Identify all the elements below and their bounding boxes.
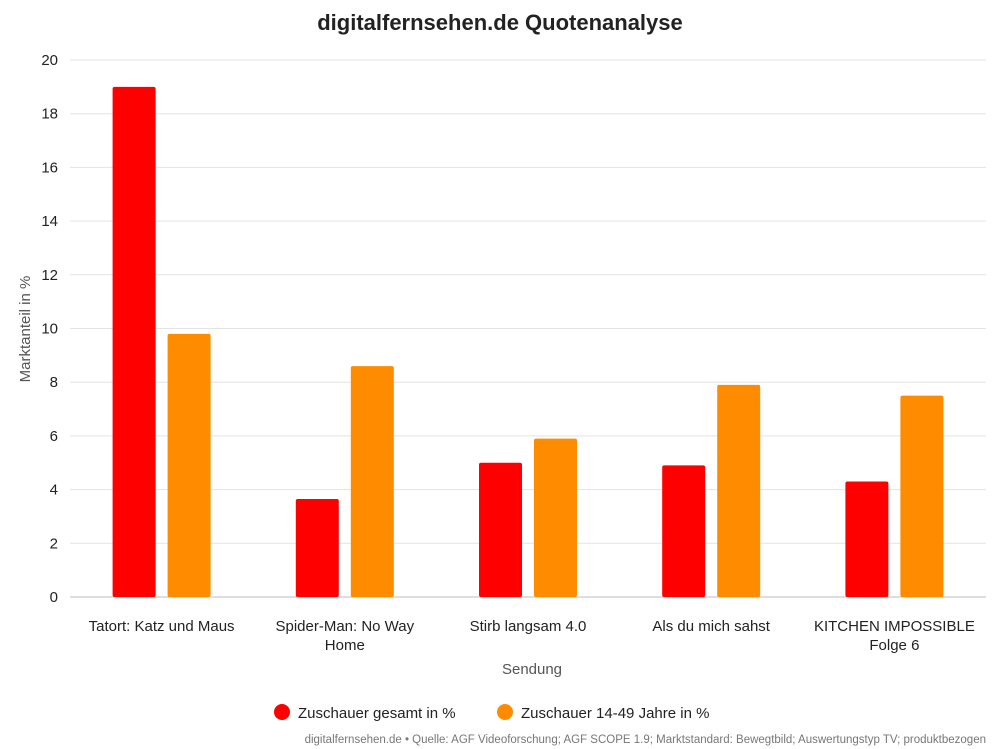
y-tick-label: 6 <box>50 428 58 445</box>
legend: Zuschauer gesamt in % Zuschauer 14-49 Jah… <box>274 704 709 722</box>
bar-gesamt-0 <box>112 86 156 597</box>
y-tick-label: 8 <box>50 374 58 391</box>
x-category-label: Tatort: Katz und Maus <box>89 618 235 635</box>
x-category-label: KITCHEN IMPOSSIBLE <box>814 618 975 635</box>
legend-marker <box>274 704 290 720</box>
y-tick-label: 2 <box>50 535 58 552</box>
y-axis-label: Marktanteil in % <box>17 276 34 383</box>
y-tick-label: 18 <box>41 106 58 123</box>
x-category-label: Home <box>325 637 365 654</box>
bar-14-49-1 <box>350 366 394 597</box>
bar-gesamt-4 <box>845 481 889 597</box>
bar-14-49-4 <box>900 395 944 597</box>
y-tick-label: 20 <box>41 52 58 69</box>
y-axis-ticks: 0 2 4 6 8 10 12 14 16 18 20 <box>41 52 58 606</box>
bars <box>112 86 944 597</box>
legend-label: Zuschauer 14-49 Jahre in % <box>521 705 709 722</box>
bar-14-49-3 <box>717 384 761 597</box>
bar-gesamt-1 <box>295 498 339 597</box>
bar-gesamt-2 <box>479 462 522 597</box>
y-tick-label: 14 <box>41 213 58 230</box>
x-axis-categories: Tatort: Katz und Maus Spider-Man: No Way H… <box>89 618 975 654</box>
source-note: digitalfernsehen.de • Quelle: AGF Videof… <box>305 734 986 746</box>
x-axis-label: Sendung <box>502 661 562 678</box>
x-category-label: Spider-Man: No Way <box>275 618 414 635</box>
y-tick-label: 0 <box>50 589 58 606</box>
x-category-label: Folge 6 <box>869 637 919 654</box>
bar-14-49-0 <box>167 333 211 597</box>
bar-14-49-2 <box>534 438 577 597</box>
legend-label: Zuschauer gesamt in % <box>298 705 456 722</box>
y-tick-label: 12 <box>41 267 58 284</box>
y-tick-label: 16 <box>41 159 58 176</box>
x-category-label: Als du mich sahst <box>652 618 770 635</box>
chart-title: digitalfernsehen.de Quotenanalyse <box>317 10 683 35</box>
y-tick-label: 10 <box>41 321 58 338</box>
gridlines <box>70 59 986 598</box>
bar-gesamt-3 <box>662 465 706 597</box>
y-tick-label: 4 <box>50 482 58 499</box>
x-category-label: Stirb langsam 4.0 <box>470 618 587 635</box>
legend-marker <box>497 704 513 720</box>
